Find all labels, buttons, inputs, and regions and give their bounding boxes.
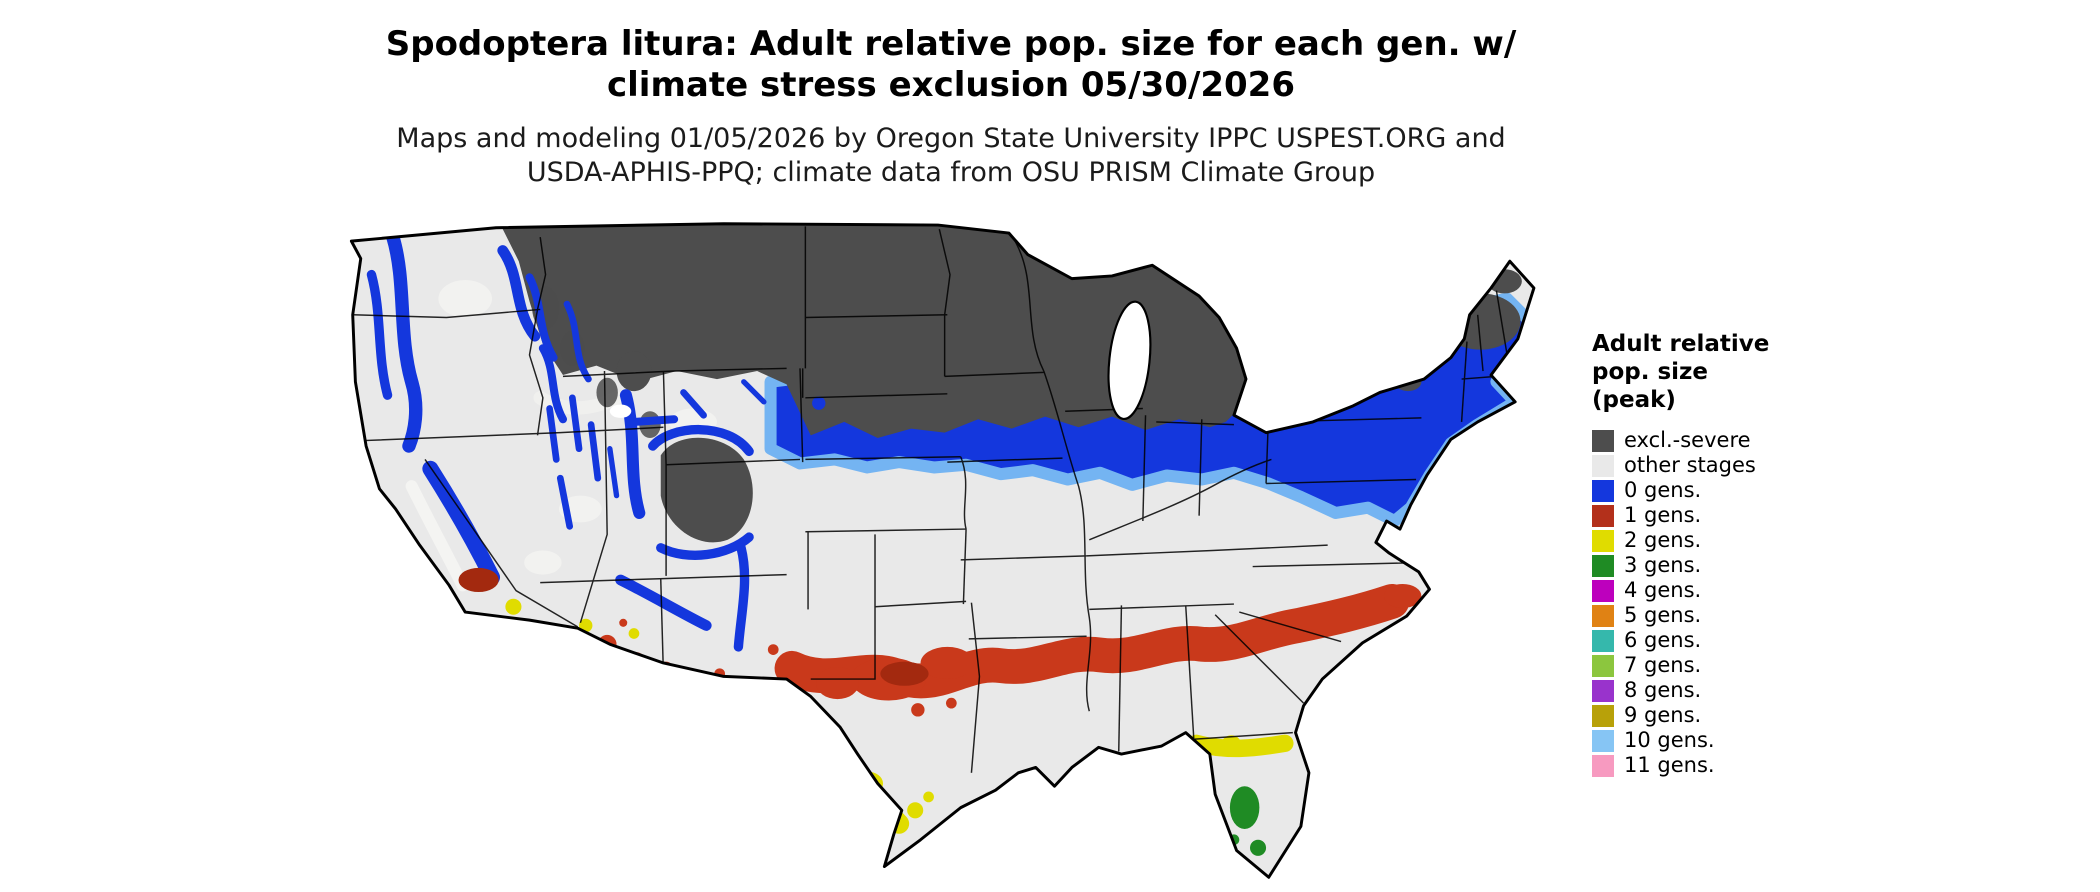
legend-swatch — [1592, 629, 1614, 652]
legend-item: other stages — [1592, 453, 1872, 478]
region-3-gens — [1228, 786, 1267, 856]
title-line-2: climate stress exclusion 05/30/2026 — [606, 65, 1295, 105]
legend-label: 11 gens. — [1624, 753, 1715, 777]
legend-item: 2 gens. — [1592, 528, 1872, 553]
legend-item: 1 gens. — [1592, 503, 1872, 528]
region-central-valley — [405, 480, 469, 592]
legend-item: 10 gens. — [1592, 728, 1872, 753]
legend-title-line-2: pop. size — [1592, 359, 1709, 385]
legend-item: excl.-severe — [1592, 428, 1872, 453]
legend-label: 5 gens. — [1624, 603, 1702, 627]
legend-swatch — [1592, 729, 1614, 752]
legend-label: 10 gens. — [1624, 728, 1715, 752]
legend-item: 8 gens. — [1592, 678, 1872, 703]
legend-item: 7 gens. — [1592, 653, 1872, 678]
legend-swatch — [1592, 504, 1614, 527]
legend-label: 7 gens. — [1624, 653, 1702, 677]
legend-swatch — [1592, 454, 1614, 477]
legend-label: 2 gens. — [1624, 528, 1702, 552]
legend-swatch — [1592, 604, 1614, 627]
us-map-svg — [349, 222, 1536, 879]
legend-swatch — [1592, 704, 1614, 727]
legend-label: 3 gens. — [1624, 553, 1702, 577]
legend-swatch — [1592, 654, 1614, 677]
legend-item: 4 gens. — [1592, 578, 1872, 603]
page-title: Spodoptera litura: Adult relative pop. s… — [0, 24, 1902, 106]
legend-label: 9 gens. — [1624, 703, 1702, 727]
legend-item: 5 gens. — [1592, 603, 1872, 628]
legend-swatch — [1592, 579, 1614, 602]
us-outline — [349, 222, 1536, 879]
legend-item: 0 gens. — [1592, 478, 1872, 503]
legend-swatch — [1592, 679, 1614, 702]
legend-label: 4 gens. — [1624, 578, 1702, 602]
legend-title: Adult relative pop. size (peak) — [1592, 330, 1872, 414]
legend-item: 6 gens. — [1592, 628, 1872, 653]
us-map — [342, 221, 1554, 884]
legend-item: 9 gens. — [1592, 703, 1872, 728]
legend-label: 0 gens. — [1624, 478, 1702, 502]
legend-swatch — [1592, 479, 1614, 502]
map-header: Spodoptera litura: Adult relative pop. s… — [0, 24, 1902, 190]
legend-item: 11 gens. — [1592, 753, 1872, 778]
legend-label: 6 gens. — [1624, 628, 1702, 652]
legend: Adult relative pop. size (peak) excl.-se… — [1592, 330, 1872, 778]
region-0-gens-mountains — [366, 230, 767, 652]
legend-label: excl.-severe — [1624, 428, 1751, 452]
legend-swatch — [1592, 554, 1614, 577]
great-salt-lake — [609, 404, 632, 418]
title-line-1: Spodoptera litura: Adult relative pop. s… — [385, 24, 1517, 64]
legend-title-line-1: Adult relative — [1592, 331, 1770, 357]
legend-swatch — [1592, 529, 1614, 552]
legend-swatch — [1592, 754, 1614, 777]
legend-title-line-3: (peak) — [1592, 387, 1676, 413]
lake-michigan — [1107, 300, 1152, 421]
subtitle-line-1: Maps and modeling 01/05/2026 by Oregon S… — [396, 123, 1506, 154]
page-subtitle: Maps and modeling 01/05/2026 by Oregon S… — [0, 122, 1902, 190]
legend-item: 3 gens. — [1592, 553, 1872, 578]
legend-label: other stages — [1624, 453, 1756, 477]
legend-label: 8 gens. — [1624, 678, 1702, 702]
subtitle-line-2: USDA-APHIS-PPQ; climate data from OSU PR… — [526, 157, 1376, 188]
legend-swatch — [1592, 429, 1614, 452]
region-1-gens — [458, 567, 1422, 717]
legend-label: 1 gens. — [1624, 503, 1702, 527]
